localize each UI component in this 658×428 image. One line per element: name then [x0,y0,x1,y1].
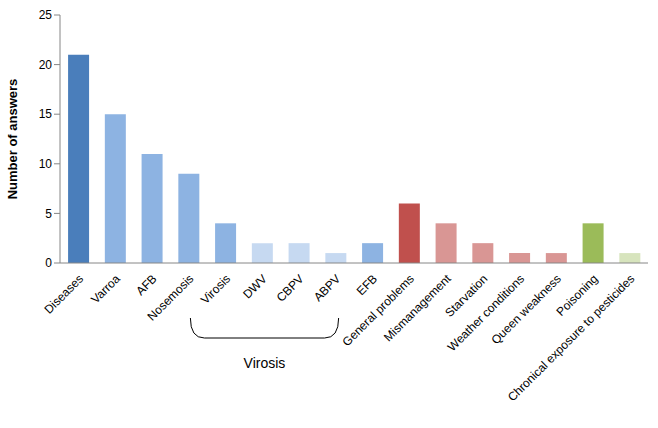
svg-text:20: 20 [39,58,53,72]
svg-text:0: 0 [45,256,52,270]
svg-text:10: 10 [39,157,53,171]
svg-text:25: 25 [39,8,53,22]
svg-text:CBPV: CBPV [274,272,307,305]
svg-text:Starvation: Starvation [442,271,491,320]
svg-text:DWV: DWV [240,272,270,302]
svg-text:Varroa: Varroa [88,271,123,306]
svg-text:Diseases: Diseases [41,272,86,317]
svg-text:Nosemosis: Nosemosis [145,272,197,324]
svg-text:15: 15 [39,107,53,121]
svg-text:Mismanagement: Mismanagement [381,271,454,345]
svg-text:Virosis: Virosis [198,272,233,307]
svg-text:Poisoning: Poisoning [553,271,601,319]
svg-text:General problems: General problems [339,271,417,350]
svg-text:Queen weakness: Queen weakness [488,271,564,348]
svg-text:Chronical exposure to pesticid: Chronical exposure to pesticides [505,272,638,405]
svg-text:5: 5 [45,207,52,221]
svg-text:Virosis: Virosis [244,355,286,371]
svg-text:EFB: EFB [354,272,380,298]
svg-text:Number of answers: Number of answers [8,79,20,200]
svg-text:AFB: AFB [133,272,159,298]
svg-text:Weather conditions: Weather conditions [444,271,528,355]
svg-text:ABPV: ABPV [311,272,344,305]
